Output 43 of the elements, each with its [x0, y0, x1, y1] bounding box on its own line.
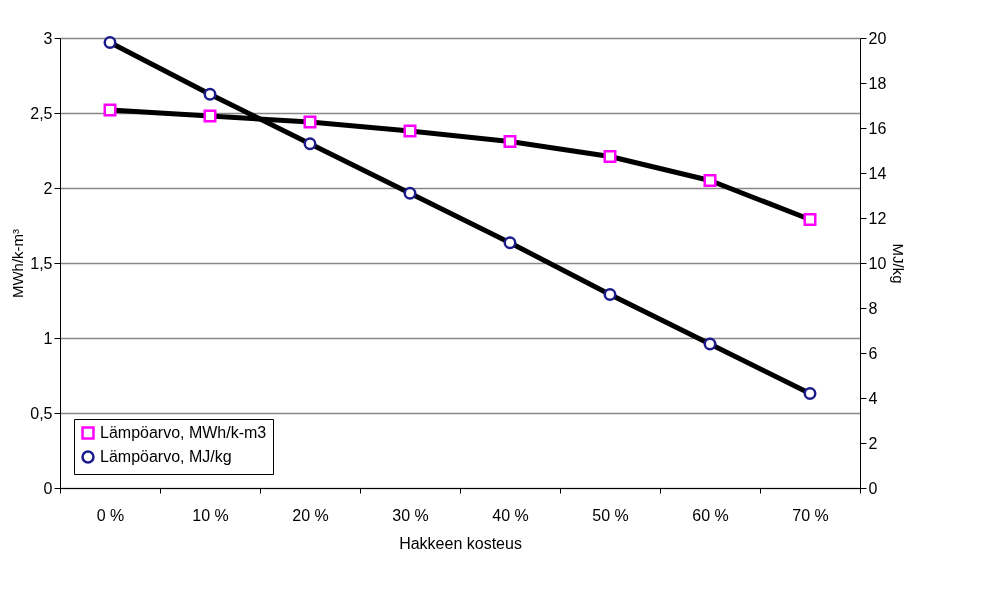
x-tick-label: 40 %: [492, 506, 529, 524]
x-axis-title: Hakkeen kosteus: [399, 534, 522, 552]
x-tick-label: 70 %: [792, 506, 829, 524]
y2-tick-label: 14: [868, 164, 887, 182]
point: [303, 137, 317, 151]
point: [203, 87, 217, 101]
point: [803, 387, 817, 400]
y-tick-label: 1: [43, 329, 53, 347]
legend-label: Lämpöarvo, MJ/kg: [100, 448, 232, 465]
y-tick-label: 2: [43, 179, 53, 197]
y2-tick-label: 20: [868, 29, 887, 47]
point: [603, 150, 617, 163]
y2-tick-label: 10: [868, 254, 887, 272]
y2-tick-label: 16: [868, 119, 887, 137]
x-tick-label: 0 %: [96, 506, 125, 524]
y2-tick-label: 2: [868, 434, 878, 452]
y2-tick-label: 0: [868, 479, 878, 497]
y-tick-label: 0,5: [30, 404, 53, 422]
y2-tick-label: 6: [868, 344, 878, 362]
y-tick-label: 1,5: [30, 254, 53, 272]
y2-tick-label: 12: [868, 209, 887, 227]
y2-tick-label: 4: [868, 389, 878, 407]
y2-tick-label: 8: [868, 299, 878, 317]
y-axis-title: MWh/k-m³: [9, 228, 27, 299]
y-tick-label: 3: [43, 29, 53, 47]
y-tick-label: 2,5: [30, 104, 53, 122]
x-tick-label: 20 %: [292, 506, 329, 524]
point: [403, 186, 417, 200]
point: [503, 236, 517, 250]
point: [803, 213, 817, 226]
x-tick-label: 10 %: [192, 506, 229, 524]
point: [703, 174, 717, 187]
x-tick-label: 60 %: [692, 506, 729, 524]
y2-axis-title: MJ/kg: [890, 243, 908, 284]
point: [603, 288, 617, 301]
point: [503, 135, 517, 148]
x-tick-label: 30 %: [392, 506, 429, 524]
y-tick-label: 0: [43, 479, 53, 497]
point: [703, 337, 717, 351]
x-tick-label: 50 %: [592, 506, 629, 524]
y2-tick-label: 18: [868, 74, 887, 92]
point: [103, 36, 117, 49]
legend-label: Lämpöarvo, MWh/k-m3: [100, 424, 267, 441]
